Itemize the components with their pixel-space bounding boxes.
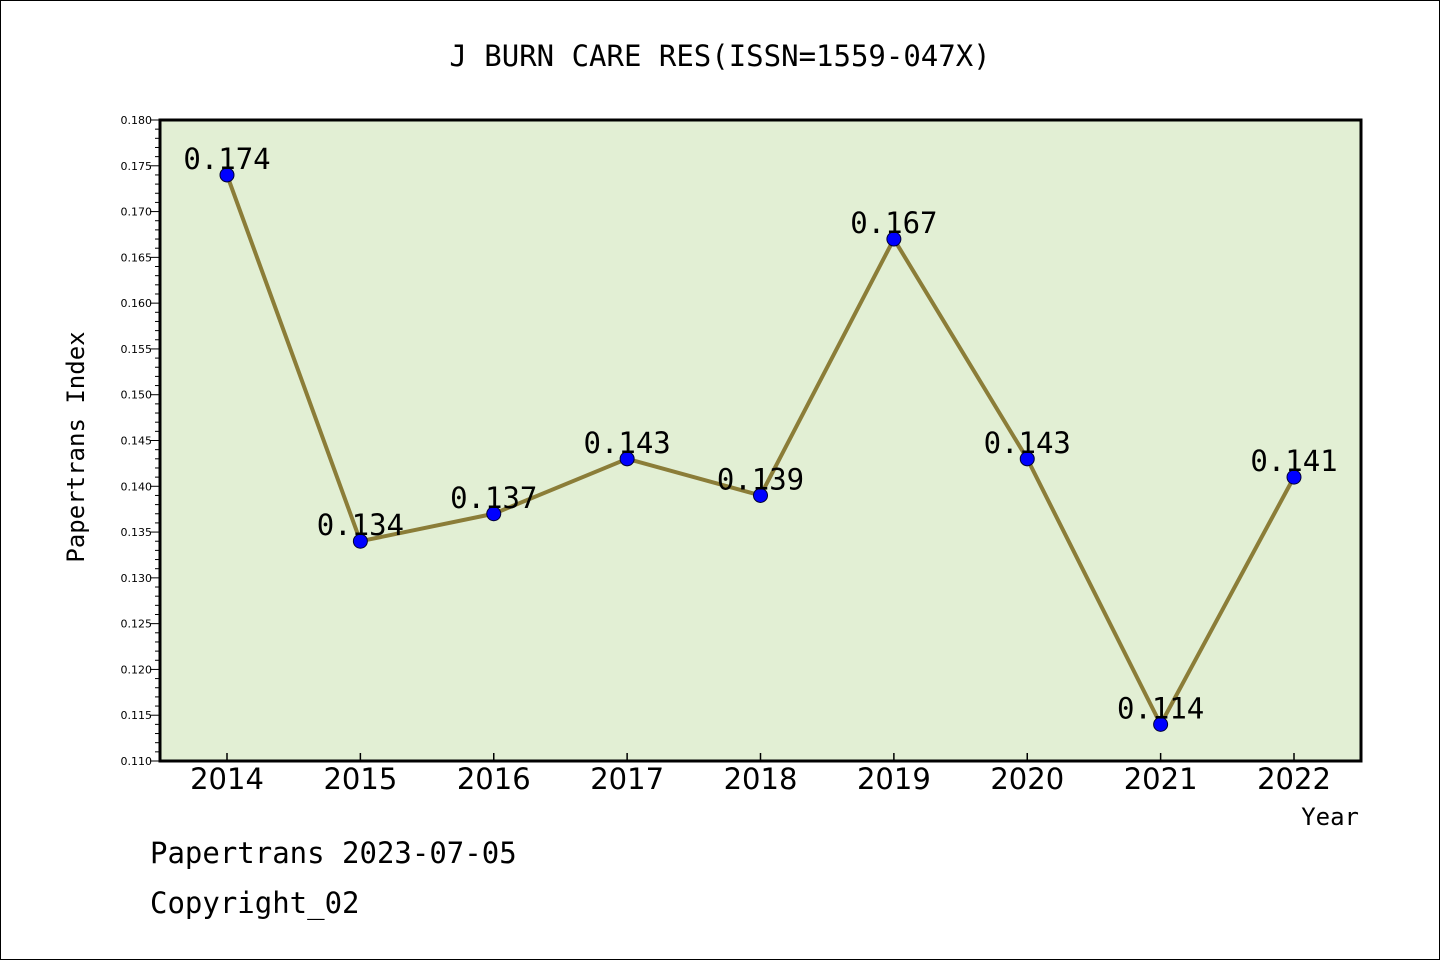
y-tick-label: 0.165	[121, 251, 153, 264]
x-tick-label: 2020	[990, 762, 1064, 796]
data-label-2017: 0.143	[583, 426, 670, 460]
y-tick-label: 0.135	[121, 526, 153, 539]
data-labels: 0.174 0.134 0.137 0.143 0.139 0.167 0.143 0.114…	[183, 142, 1337, 725]
data-point-2016	[486, 506, 502, 522]
y-tick-label: 0.155	[121, 343, 153, 356]
data-point-2015	[352, 533, 368, 549]
data-point-2020	[1019, 451, 1035, 467]
y-tick-label: 0.170	[121, 206, 153, 219]
x-tick-label: 2018	[724, 762, 798, 796]
x-tick-label: 2022	[1257, 762, 1331, 796]
plot-border	[158, 118, 1363, 763]
plot-area	[160, 120, 1361, 761]
data-label-2018: 0.139	[717, 462, 804, 496]
data-label-2019: 0.167	[850, 206, 937, 240]
chart-title: J BURN CARE RES(ISSN=1559-047X)	[449, 39, 990, 73]
data-markers	[219, 167, 1302, 732]
data-label-2014: 0.174	[183, 142, 270, 176]
y-tick-label: 0.150	[121, 389, 153, 402]
y-tick-label: 0.120	[121, 663, 153, 676]
footer-date: Papertrans 2023-07-05	[150, 836, 517, 870]
data-point-2014	[219, 167, 235, 183]
data-point-2018	[753, 487, 768, 503]
footer-copyright: Copyright_02	[150, 886, 360, 920]
data-label-2021: 0.114	[1117, 691, 1204, 725]
x-tick-label: 2014	[190, 762, 264, 796]
y-tick-label: 0.125	[121, 618, 153, 631]
x-tick-label: 2016	[457, 762, 531, 796]
y-tick-label: 0.160	[121, 297, 153, 310]
data-label-2016: 0.137	[450, 481, 537, 515]
x-tick-label: 2017	[590, 762, 664, 796]
y-tick-label: 0.115	[121, 709, 153, 722]
data-point-2017	[619, 451, 635, 467]
data-point-2021	[1153, 716, 1169, 732]
y-axis-label: Papertrans Index	[62, 331, 90, 562]
x-axis: 2014 2015 2016 2017 2018 2019 2020 2021 2022	[190, 753, 1331, 796]
x-tick-label: 2015	[323, 762, 397, 796]
y-tick-label: 0.140	[121, 480, 153, 493]
data-label-2020: 0.143	[984, 426, 1071, 460]
y-tick-label: 0.130	[121, 572, 153, 585]
data-point-2019	[886, 231, 902, 247]
y-tick-label: 0.175	[121, 160, 153, 173]
data-label-2022: 0.141	[1250, 444, 1337, 478]
x-axis-label: Year	[1301, 803, 1359, 831]
y-tick-label: 0.180	[121, 114, 153, 127]
y-tick-label: 0.145	[121, 435, 153, 448]
y-tick-label: 0.110	[121, 755, 153, 768]
y-axis: 0.110 0.115 0.120 0.125 0.130 0.135 0.140 0.145…	[121, 114, 153, 768]
data-point-2022	[1286, 469, 1302, 485]
data-label-2015: 0.134	[317, 508, 404, 542]
x-tick-label: 2019	[857, 762, 931, 796]
x-tick-label: 2021	[1124, 762, 1198, 796]
